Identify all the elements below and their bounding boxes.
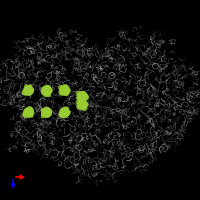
Point bbox=[42, 90, 45, 93]
Point bbox=[42, 109, 46, 112]
Point bbox=[84, 95, 87, 98]
Point bbox=[77, 95, 80, 98]
Point bbox=[29, 107, 32, 110]
Point bbox=[46, 85, 50, 89]
Point bbox=[48, 89, 51, 92]
Point bbox=[28, 85, 31, 88]
Point bbox=[44, 93, 47, 96]
Point bbox=[83, 105, 86, 108]
Point bbox=[65, 110, 68, 114]
Point bbox=[61, 114, 64, 117]
Point bbox=[29, 110, 32, 114]
Point bbox=[47, 109, 51, 113]
Point bbox=[62, 110, 66, 114]
Point bbox=[63, 85, 67, 89]
Point bbox=[29, 88, 32, 92]
Point bbox=[45, 85, 49, 89]
Point bbox=[60, 90, 63, 93]
Point bbox=[44, 110, 48, 114]
Point bbox=[60, 109, 64, 112]
Point bbox=[42, 112, 45, 115]
Point bbox=[41, 114, 44, 117]
Point bbox=[60, 113, 64, 116]
Point bbox=[44, 88, 48, 92]
Point bbox=[60, 112, 63, 115]
Point bbox=[78, 104, 81, 107]
Point bbox=[24, 87, 28, 90]
Point bbox=[60, 87, 64, 90]
Point bbox=[27, 85, 31, 88]
Point bbox=[63, 85, 66, 88]
Point bbox=[78, 96, 81, 99]
Point bbox=[29, 108, 33, 111]
Point bbox=[27, 107, 31, 111]
Point bbox=[29, 113, 32, 116]
Point bbox=[45, 113, 48, 116]
Point bbox=[79, 98, 82, 101]
Point bbox=[41, 108, 44, 112]
Point bbox=[30, 89, 33, 92]
Point bbox=[81, 105, 84, 108]
Point bbox=[78, 101, 82, 104]
Point bbox=[78, 93, 82, 96]
Point bbox=[43, 107, 46, 110]
Point bbox=[83, 102, 86, 106]
Point bbox=[24, 85, 27, 88]
Point bbox=[26, 88, 30, 92]
Point bbox=[26, 110, 30, 114]
Point bbox=[24, 112, 27, 115]
Point bbox=[46, 92, 50, 95]
Point bbox=[80, 94, 84, 98]
Point bbox=[27, 113, 30, 116]
Point bbox=[84, 103, 87, 106]
Point bbox=[58, 86, 62, 89]
Point bbox=[66, 89, 69, 92]
Point bbox=[27, 91, 30, 94]
Point bbox=[24, 109, 28, 112]
Point bbox=[45, 91, 48, 94]
Point bbox=[83, 94, 86, 98]
Point bbox=[77, 101, 80, 104]
Point bbox=[79, 91, 82, 95]
Point bbox=[82, 107, 86, 110]
Point bbox=[30, 111, 33, 114]
Point bbox=[47, 110, 50, 114]
Point bbox=[81, 91, 85, 95]
Point bbox=[61, 85, 64, 88]
Point bbox=[81, 97, 84, 100]
Point bbox=[84, 95, 87, 98]
Point bbox=[47, 92, 50, 95]
Point bbox=[27, 85, 31, 89]
Point bbox=[63, 91, 66, 94]
Point bbox=[65, 88, 68, 92]
Point bbox=[48, 111, 51, 114]
Point bbox=[65, 91, 68, 94]
Point bbox=[59, 112, 62, 116]
Point bbox=[64, 107, 68, 110]
Point bbox=[23, 112, 27, 116]
Point bbox=[63, 107, 67, 111]
Point bbox=[62, 88, 66, 92]
Point bbox=[77, 92, 80, 95]
Point bbox=[66, 111, 69, 114]
Point bbox=[23, 90, 26, 93]
Point bbox=[80, 102, 84, 106]
Point bbox=[47, 88, 50, 92]
Point bbox=[24, 90, 27, 93]
Point bbox=[63, 113, 66, 116]
Point bbox=[81, 99, 85, 103]
Point bbox=[42, 87, 46, 90]
Point bbox=[45, 107, 49, 111]
